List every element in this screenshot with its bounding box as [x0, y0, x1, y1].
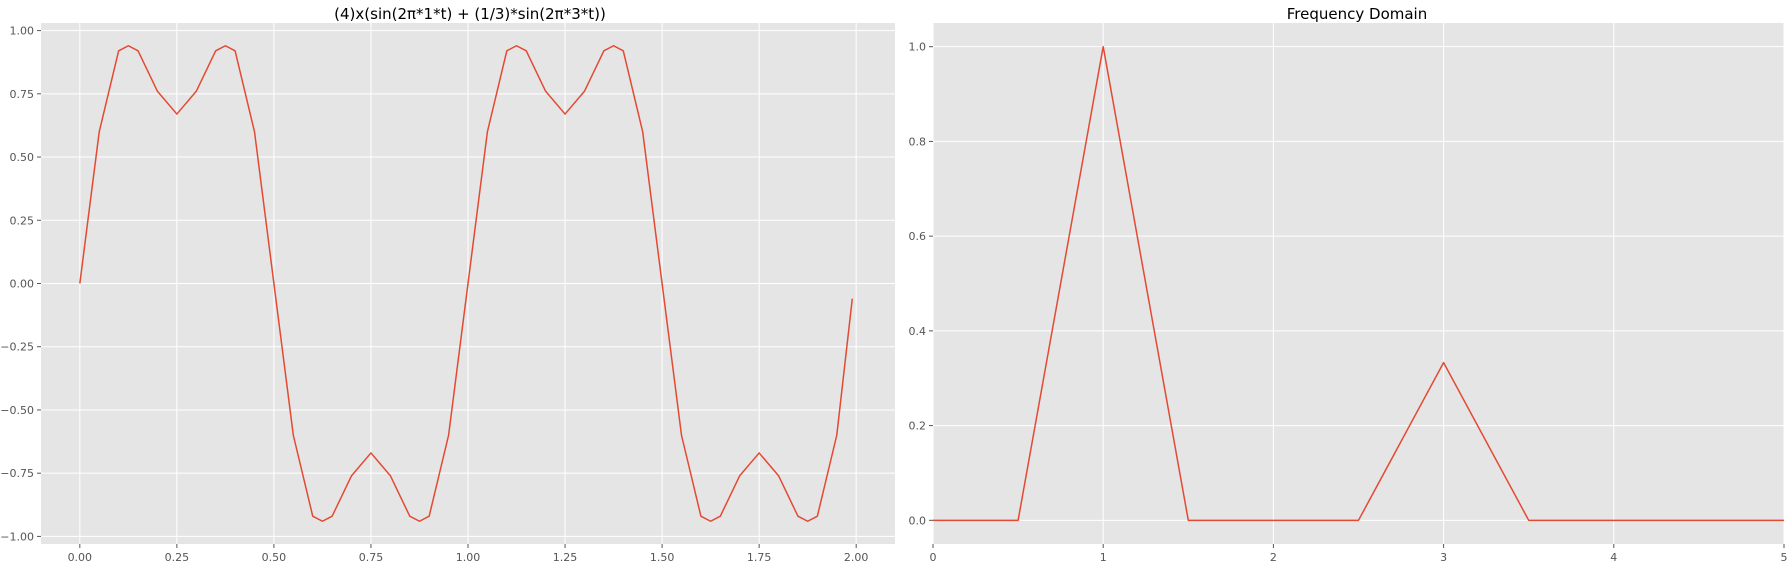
y-tick-label: 0.75 — [10, 88, 35, 101]
y-tick-label: 0.2 — [909, 420, 927, 433]
y-tick-label: 1.0 — [909, 41, 927, 54]
chart-title: Frequency Domain — [1287, 5, 1427, 23]
y-tick-label: 0.25 — [10, 214, 35, 227]
x-tick-label: 0 — [930, 551, 937, 564]
x-tick-label: 3 — [1440, 551, 1447, 564]
series-line — [79, 45, 854, 522]
plot-area — [933, 23, 1784, 544]
x-tick-label: 0.00 — [68, 551, 93, 564]
y-tick-label: −0.50 — [0, 404, 34, 417]
chart-title: (4)x(sin(2π*1*t) + (1/3)*sin(2π*3*t)) — [334, 5, 606, 23]
x-tick-label: 1.25 — [553, 551, 578, 564]
y-tick-label: 0.8 — [909, 135, 927, 148]
x-tick-label: 1.75 — [747, 551, 772, 564]
y-tick-label: −1.00 — [0, 530, 34, 543]
x-tick-label: 0.25 — [165, 551, 190, 564]
y-tick-label: −0.25 — [0, 341, 34, 354]
y-tick-label: 0.0 — [909, 514, 927, 527]
x-tick-label: 2.00 — [844, 551, 869, 564]
y-tick-label: 0.6 — [909, 230, 927, 243]
frequency-domain-chart: 0 1 2 3 4 5 1.0 0.8 0.6 0.4 0.2 0.0 Frequency Domain — [909, 5, 1788, 564]
time-domain-chart: 0.00 0.25 0.50 0.75 1.00 1.25 1.50 1.75 2.00 1.00… — [0, 5, 895, 564]
x-tick-label: 0.75 — [359, 551, 384, 564]
y-tick-label: 1.00 — [10, 25, 35, 38]
series-line — [933, 45, 1784, 522]
x-tick-label: 5 — [1781, 551, 1788, 564]
x-tick-label: 0.50 — [262, 551, 287, 564]
y-tick-label: 0.00 — [10, 278, 35, 291]
x-tick-label: 1.50 — [650, 551, 675, 564]
x-tick-label: 4 — [1610, 551, 1617, 564]
y-tick-label: 0.4 — [909, 325, 927, 338]
y-tick-label: 0.50 — [10, 151, 35, 164]
x-tick-label: 1.00 — [456, 551, 481, 564]
x-tick-label: 2 — [1270, 551, 1277, 564]
x-tick-label: 1 — [1100, 551, 1107, 564]
y-tick-label: −0.75 — [0, 467, 34, 480]
